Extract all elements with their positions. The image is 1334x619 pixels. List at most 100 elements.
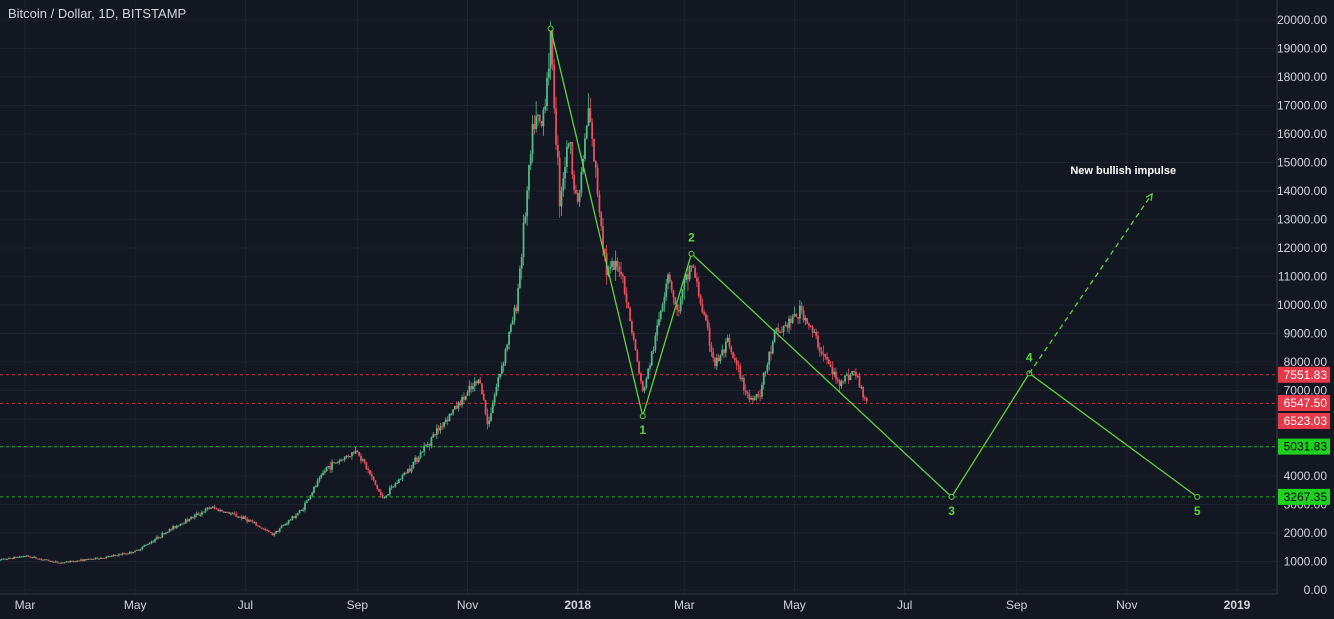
candle [45,558,48,561]
candle [706,314,709,331]
candle [504,347,507,367]
candle [434,433,436,437]
candle [705,312,707,322]
candle [681,288,684,305]
candle [33,555,35,559]
candle [641,380,644,392]
candle [491,400,494,414]
candle [253,521,256,524]
candle [742,374,745,395]
candle [739,363,742,381]
x-tick-label: Sep [1006,598,1028,612]
candle [177,525,180,527]
candle [372,475,375,482]
candle [813,328,816,333]
candle [251,519,254,523]
candle [65,560,68,563]
candle [531,115,534,163]
candle [423,442,426,456]
candle [280,524,283,529]
candle [524,212,527,225]
candle [13,556,16,560]
candle [43,559,46,561]
candle [0,559,1,562]
candle [257,524,259,527]
wave-node[interactable] [639,413,646,420]
candle [611,257,613,272]
candle [836,376,839,384]
x-tick-label: May [783,598,806,612]
candle [780,326,783,333]
candle [730,345,733,355]
candle [197,511,200,516]
candle [316,478,319,488]
candle [127,552,129,555]
y-tick-label: 20000.00 [1277,13,1327,27]
candle [719,354,722,364]
y-tick-label: 18000.00 [1277,70,1327,84]
candle [390,484,393,491]
candle [123,552,126,555]
candle [647,367,650,380]
candle [56,561,59,564]
candle [542,107,545,136]
candle [838,378,841,392]
candle [755,393,758,401]
price-badge: 5031.83 [1278,438,1330,455]
candle [446,416,449,426]
candle [455,401,458,410]
candle [513,304,516,325]
candle [118,553,120,557]
y-tick-label: 2000.00 [1284,526,1328,540]
wave-node[interactable] [547,25,554,32]
x-tick-label: 2018 [564,598,591,612]
candle [323,468,326,475]
candle [289,518,292,521]
candle [383,496,386,499]
candle [793,306,796,317]
candle [143,544,146,547]
candle [632,330,635,342]
candle [325,466,328,472]
candle [204,507,207,514]
candle [654,332,657,353]
wave-node[interactable] [688,250,695,257]
candle [47,559,50,562]
candle [737,360,740,373]
candle [157,536,160,540]
candle [58,562,61,564]
candle [575,184,577,195]
wave-node[interactable] [948,493,955,500]
candle [591,118,594,147]
candle [486,408,489,430]
candle [667,272,669,290]
candle [547,52,550,86]
candle [318,476,321,483]
candle [618,262,621,277]
candle [262,527,265,530]
candle [226,511,229,513]
candle [817,330,819,350]
candle [7,557,10,560]
candle [349,456,352,458]
candle [164,532,167,535]
wave-node[interactable] [1194,493,1201,500]
candle [831,361,834,380]
candle [260,527,263,530]
candle [500,362,503,377]
candle [148,541,151,545]
y-tick-label: 13000.00 [1277,213,1327,227]
candle [213,504,216,510]
candle [665,278,668,301]
candle [609,261,612,274]
candle [519,265,521,290]
annotation-text: New bullish impulse [1070,165,1176,177]
candle [361,458,364,462]
candle [49,560,52,562]
grid [0,0,1277,594]
candle [715,353,718,371]
candle [649,362,651,372]
candle [179,523,182,527]
